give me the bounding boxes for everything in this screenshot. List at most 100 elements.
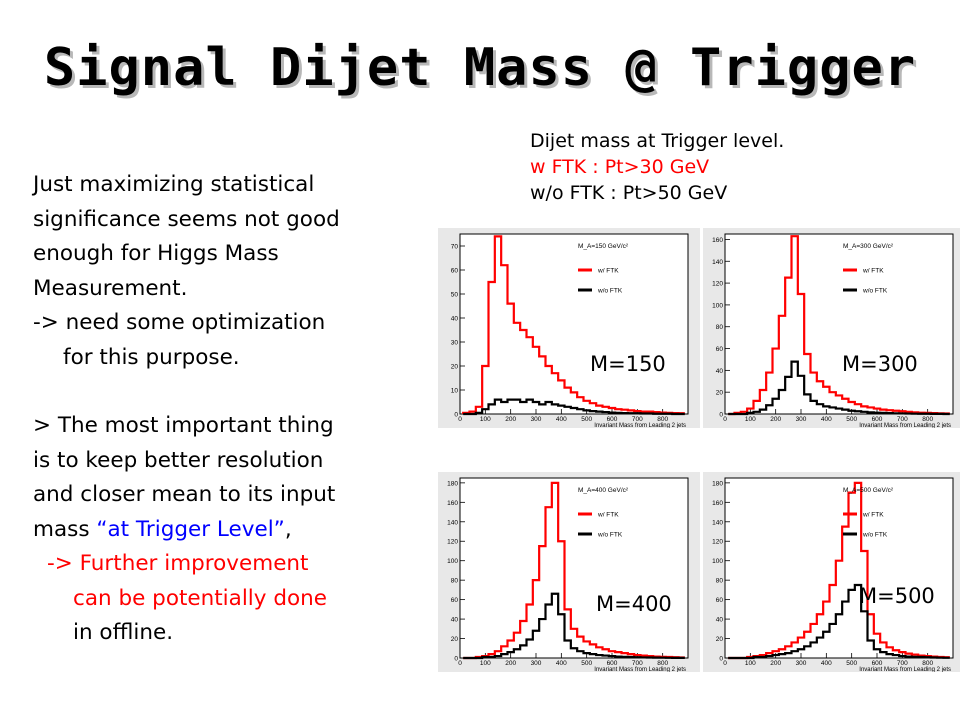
body-line: -> Further improvement	[47, 551, 309, 576]
x-tick-label: 800	[922, 416, 933, 423]
x-tick-label: 0	[458, 660, 462, 667]
y-tick-label: 0	[719, 412, 723, 419]
note-line-3: w/o FTK : Pt>50 GeV	[530, 182, 728, 204]
series-line-wo-ftk	[463, 592, 685, 660]
x-tick-label: 100	[480, 416, 491, 423]
y-tick-label: 70	[451, 244, 459, 251]
legend-entry: w/ FTK	[862, 512, 884, 519]
y-tick-label: 20	[716, 636, 724, 643]
y-tick-label: 140	[712, 259, 723, 266]
x-tick-label: 500	[581, 660, 592, 667]
series-line-w-ftk	[463, 481, 685, 660]
x-tick-label: 700	[897, 660, 908, 667]
mass-label-m500: M=500	[859, 584, 935, 608]
x-tick-label: 300	[531, 416, 542, 423]
x-tick-label: 300	[796, 416, 807, 423]
x-tick-label: 400	[821, 660, 832, 667]
histogram-m500: 0 20 40 60 80 100 120 140 160 180 0 100 200 300 400 500…	[703, 472, 960, 672]
legend-entry: w/o FTK	[862, 532, 888, 539]
body-text: Just maximizing statistical significance…	[33, 168, 413, 651]
histogram-m400: 0 20 40 60 80 100 120 140 160 180 0 100 200 300 400 500…	[438, 472, 700, 672]
legend-entry: w/o FTK	[862, 288, 888, 295]
body-line: for this purpose.	[63, 344, 240, 370]
body-line: significance seems not good	[33, 206, 340, 232]
body-text-span: ,	[284, 516, 292, 542]
body-line: and closer mean to its input	[33, 482, 336, 507]
y-tick-label: 40	[451, 617, 459, 624]
body-line: is to keep better resolution	[33, 447, 324, 473]
x-tick-label: 100	[745, 416, 756, 423]
x-tick-label: 600	[607, 416, 618, 423]
plot-area	[724, 233, 954, 415]
series-line-wo-ftk	[728, 583, 950, 660]
mass-label-m150: M=150	[590, 352, 666, 376]
y-tick-label: 100	[712, 558, 723, 565]
x-tick-label: 0	[723, 660, 727, 667]
y-tick-label: 160	[447, 500, 458, 507]
series-line-w-ftk	[728, 481, 950, 660]
histogram-m300: 0 20 40 60 80 100 120 140 160 0 100 200 300 400 500 600…	[703, 228, 960, 428]
emphasis-text: “at Trigger Level”	[96, 516, 285, 542]
y-tick-label: 60	[451, 597, 459, 604]
y-tick-label: 0	[454, 656, 458, 663]
y-tick-label: 80	[716, 578, 724, 585]
x-tick-label: 500	[846, 416, 857, 423]
x-axis-label: Invariant Mass from Leading 2 jets	[859, 667, 951, 672]
plot-area	[724, 477, 954, 659]
x-tick-label: 200	[770, 660, 781, 667]
legend-title: M_A=500 GeV/c²	[843, 487, 894, 494]
paragraph-gap	[33, 375, 413, 409]
y-tick-label: 180	[712, 480, 723, 487]
x-axis-label: Invariant Mass from Leading 2 jets	[859, 423, 951, 428]
y-tick-label: 10	[451, 388, 459, 395]
body-line: Just maximizing statistical	[33, 172, 315, 197]
plot-area	[459, 477, 689, 659]
y-tick-label: 100	[712, 302, 723, 309]
body-text-span: mass	[33, 516, 97, 542]
y-tick-label: 60	[451, 268, 459, 275]
mass-label-m300: M=300	[842, 352, 918, 376]
x-tick-label: 300	[796, 660, 807, 667]
x-tick-label: 400	[556, 416, 567, 423]
slide-title: Signal Dijet Mass @ Trigger	[43, 38, 917, 98]
y-tick-label: 180	[447, 480, 458, 487]
y-tick-label: 50	[451, 292, 459, 299]
body-line: can be potentially done	[73, 585, 327, 611]
body-line: in offline.	[73, 620, 174, 645]
y-tick-label: 120	[712, 281, 723, 288]
x-tick-label: 0	[458, 416, 462, 423]
y-tick-label: 160	[712, 237, 723, 244]
x-tick-label: 500	[581, 416, 592, 423]
x-tick-label: 800	[922, 660, 933, 667]
mass-label-m400: M=400	[596, 592, 672, 616]
y-tick-label: 20	[451, 364, 459, 371]
note-line-2: w FTK : Pt>30 GeV	[530, 156, 710, 178]
legend-title: M_A=300 GeV/c²	[843, 243, 894, 250]
legend-title: M_A=150 GeV/c²	[578, 243, 629, 250]
y-tick-label: 20	[451, 636, 459, 643]
y-tick-label: 30	[451, 340, 459, 347]
x-tick-label: 100	[480, 660, 491, 667]
y-tick-label: 0	[719, 656, 723, 663]
y-tick-label: 140	[447, 519, 458, 526]
y-tick-label: 120	[447, 539, 458, 546]
y-tick-label: 40	[716, 368, 724, 375]
y-tick-label: 60	[716, 346, 724, 353]
body-line: Measurement.	[33, 275, 188, 301]
y-tick-label: 0	[454, 412, 458, 419]
x-tick-label: 300	[531, 660, 542, 667]
note-line-1: Dijet mass at Trigger level.	[530, 130, 785, 152]
x-tick-label: 200	[770, 416, 781, 423]
y-tick-label: 20	[716, 390, 724, 397]
x-tick-label: 700	[897, 416, 908, 423]
legend-entry: w/ FTK	[597, 512, 619, 519]
plot-area	[459, 233, 689, 415]
body-line: > The most important thing	[33, 413, 334, 438]
x-tick-label: 500	[846, 660, 857, 667]
series-line-wo-ftk	[728, 360, 950, 416]
x-tick-label: 0	[723, 416, 727, 423]
plot-note: Dijet mass at Trigger level. w FTK : Pt>…	[530, 128, 784, 206]
x-tick-label: 800	[657, 416, 668, 423]
y-tick-label: 80	[716, 324, 724, 331]
